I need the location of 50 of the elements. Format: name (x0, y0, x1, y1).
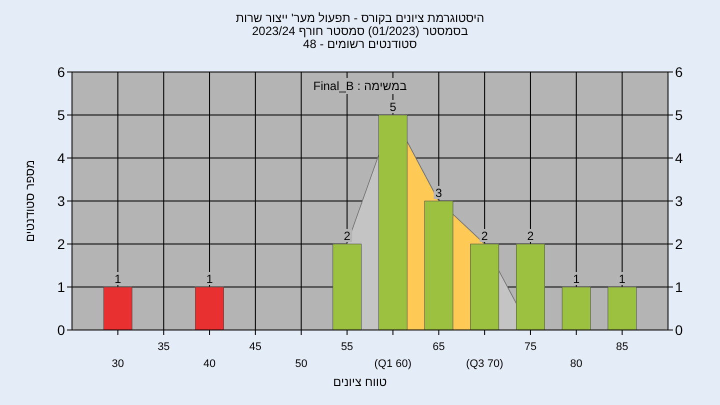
y-tick-label: 2 (57, 236, 66, 252)
data-label: 2 (527, 229, 534, 243)
y-tick-label: 5 (57, 107, 66, 123)
data-label: 3 (435, 186, 442, 200)
x-tick-label: 45 (249, 341, 262, 353)
y-tick-label: 6 (57, 64, 66, 80)
x-tick-label: 40 (203, 358, 216, 370)
x-axis-title: טווח ציונים (333, 375, 388, 389)
chart-subtitle: בסמסטר (01/2023) סמסטר חורף 2023/24 (252, 24, 468, 38)
y2-tick-label: 3 (675, 193, 683, 209)
y2-tick-label: 2 (675, 236, 683, 252)
y2-tick-label: 5 (675, 107, 683, 123)
x-tick-label: 80 (570, 358, 582, 370)
x-tick-label: 55 (340, 341, 354, 353)
bar (195, 286, 224, 330)
y-tick-label: 4 (57, 150, 66, 166)
y2-tick-label: 6 (675, 64, 683, 80)
y2-tick-label: 0 (675, 322, 683, 338)
bar (470, 244, 500, 330)
y-axis-title: מספר סטודנטים (23, 160, 37, 242)
data-label: 2 (481, 229, 488, 243)
bar (378, 114, 408, 330)
x-tick-label: 35 (158, 341, 170, 353)
bar (562, 286, 591, 330)
data-label: 1 (114, 272, 122, 286)
data-label: 2 (344, 229, 351, 243)
x-tick-label: (Q1 60) (374, 358, 412, 370)
y-tick-label: 0 (57, 322, 66, 338)
x-tick-label: 50 (295, 358, 308, 370)
x-tick-label: 30 (112, 358, 124, 370)
data-label: 1 (206, 272, 214, 286)
x-tick-label: (Q3 70) (466, 358, 504, 370)
bar (332, 244, 362, 330)
y2-tick-label: 1 (675, 279, 683, 295)
data-label: 5 (390, 100, 397, 114)
x-tick-label: 65 (432, 341, 445, 353)
text: סטודנטים רשומים - 48 (303, 37, 418, 51)
data-label: 1 (618, 272, 626, 286)
bar (516, 244, 545, 330)
y-tick-label: 3 (57, 193, 66, 209)
data-label: 1 (572, 272, 580, 286)
annotation: Final_B : במשימה (313, 79, 407, 93)
x-tick-label: 75 (524, 341, 537, 353)
y-tick-label: 1 (57, 279, 66, 295)
bar (608, 286, 637, 330)
chart-title: היסטוגרמת ציונים בקורס - תפעול מער' ייצור שרות (236, 11, 484, 25)
y2-tick-label: 4 (675, 150, 683, 166)
bar (103, 286, 132, 330)
bar (424, 200, 454, 330)
x-tick-label: 85 (616, 341, 628, 353)
